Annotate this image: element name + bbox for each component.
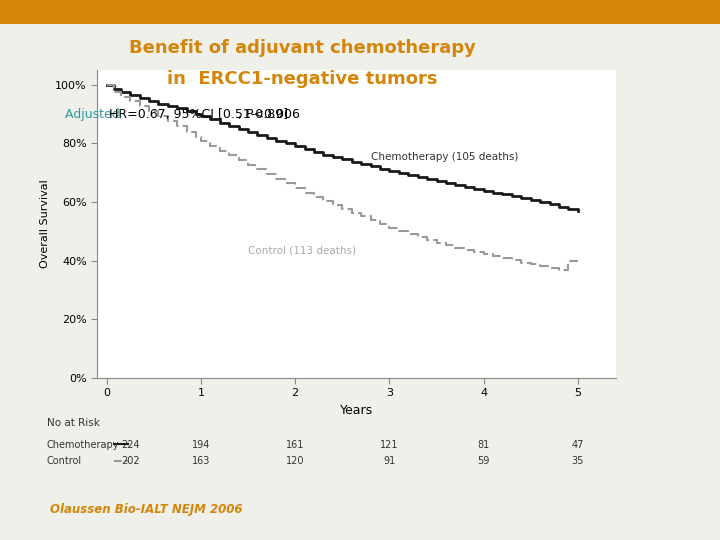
Text: 194: 194 [192,440,210,450]
Text: No at Risk: No at Risk [47,418,99,429]
Text: 59: 59 [477,456,490,467]
Text: 121: 121 [380,440,399,450]
Text: 81: 81 [477,440,490,450]
Text: , P<0.006: , P<0.006 [238,108,300,121]
Y-axis label: Overall Survival: Overall Survival [40,180,50,268]
Text: 47: 47 [572,440,584,450]
Text: Chemotherapy: Chemotherapy [47,440,120,450]
Text: 202: 202 [122,456,140,467]
Text: 224: 224 [122,440,140,450]
Text: Control: Control [47,456,82,467]
Text: 161: 161 [286,440,305,450]
Text: HR=0.67, 95%CI [0.51-0.89]: HR=0.67, 95%CI [0.51-0.89] [109,108,289,121]
Text: Benefit of adjuvant chemotherapy: Benefit of adjuvant chemotherapy [129,39,476,57]
Text: in  ERCC1-negative tumors: in ERCC1-negative tumors [167,70,438,88]
Text: 163: 163 [192,456,210,467]
X-axis label: Years: Years [340,404,373,417]
Text: 91: 91 [383,456,395,467]
Text: 120: 120 [286,456,305,467]
Text: Control (113 deaths): Control (113 deaths) [248,246,356,255]
Text: Olaussen Bio-IALT NEJM 2006: Olaussen Bio-IALT NEJM 2006 [50,503,243,516]
Text: Chemotherapy (105 deaths): Chemotherapy (105 deaths) [371,152,518,161]
Text: 35: 35 [572,456,584,467]
Text: Adjusted: Adjusted [65,108,124,121]
